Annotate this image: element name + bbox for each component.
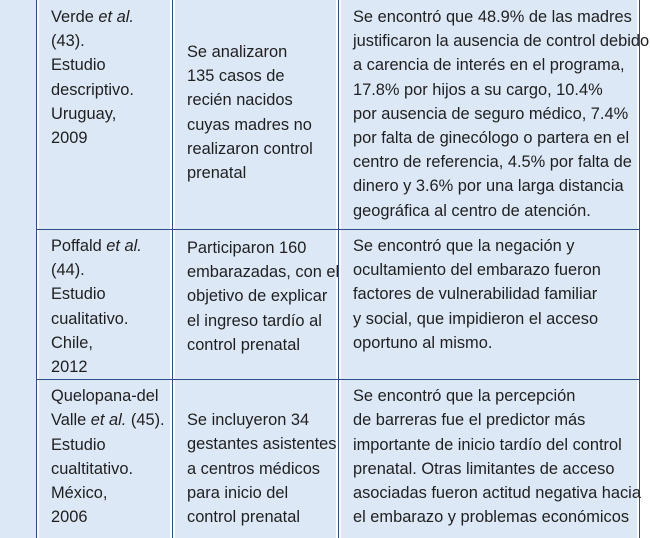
- finding-line: de barreras fue el predictor más: [353, 411, 586, 430]
- sample-cell: Se incluyeron 34 gestantes asistentes a …: [172, 379, 339, 538]
- design-line: descriptivo.: [51, 80, 134, 99]
- author-cell: Poffald et al. (44). Estudio cualitativo…: [37, 229, 173, 381]
- design-line: Estudio: [51, 285, 106, 304]
- finding-line: y social, que impidieron el acceso: [353, 309, 599, 328]
- finding-line: asociadas fueron actitud negativa hacia: [353, 484, 641, 503]
- design-line: Estudio: [51, 435, 106, 454]
- sample-line: control prenatal: [187, 335, 300, 354]
- design-line: cualitativo.: [51, 309, 129, 328]
- finding-line: prenatal. Otras limitantes de acceso: [353, 459, 615, 478]
- sample-cell: Participaron 160 embarazadas, con el obj…: [172, 229, 340, 381]
- sample-line: control prenatal: [187, 508, 300, 527]
- finding-cell: Se encontró que la negación y ocultamien…: [338, 229, 639, 381]
- finding-line: centro de referencia, 4.5% por falta de: [353, 153, 632, 172]
- sample-line: a centros médicos: [187, 459, 321, 478]
- sample-line: 135 casos de: [187, 67, 285, 86]
- year: 2006: [51, 508, 88, 527]
- finding-line: 17.8% por hijos a su cargo, 10.4%: [353, 80, 603, 99]
- author-cell: Verde et al. (43). Estudio descriptivo. …: [37, 0, 173, 230]
- finding-cell: Se encontró que la percepción de barrera…: [338, 379, 641, 538]
- country: México,: [51, 484, 108, 503]
- finding-line: geográfica al centro de atención.: [353, 201, 591, 220]
- sample-line: recién nacidos: [187, 91, 293, 110]
- finding-line: factores de vulnerabilidad familiar: [353, 285, 598, 304]
- finding-line: Se encontró que 48.9% de las madres: [353, 8, 632, 26]
- table-row: Poffald et al. (44). Estudio cualitativo…: [37, 229, 639, 381]
- finding-line: por ausencia de seguro médico, 7.4%: [353, 104, 629, 123]
- sample-line: Se analizaron: [187, 43, 288, 61]
- sample-line: Se incluyeron 34: [187, 411, 310, 430]
- finding-line: importante de inicio tardío del control: [353, 435, 622, 454]
- table-row: Verde et al. (43). Estudio descriptivo. …: [37, 0, 650, 230]
- sample-line: objetivo de explicar: [187, 287, 328, 306]
- reference-number: (44).: [51, 261, 85, 280]
- finding-line: por falta de ginecólogo o partera en el: [353, 129, 630, 148]
- country: Uruguay,: [51, 104, 117, 123]
- finding-line: oportuno al mismo.: [353, 333, 493, 352]
- design-line: cualtitativo.: [51, 459, 133, 478]
- year: 2009: [51, 129, 88, 148]
- table-right-border: [639, 0, 640, 538]
- studies-table: Verde et al. (43). Estudio descriptivo. …: [37, 0, 650, 538]
- finding-line: el embarazo y problemas económicos: [353, 508, 630, 527]
- sample-line: gestantes asistentes: [187, 435, 337, 454]
- finding-line: justificaron la ausencia de control debi…: [353, 32, 650, 51]
- sample-line: realizaron control: [187, 139, 313, 158]
- reference-number: (43).: [51, 32, 85, 51]
- finding-line: a carencia de interés en el programa,: [353, 56, 625, 75]
- country: Chile,: [51, 333, 93, 352]
- table-row: Quelopana-del Valle et al. (45). Estudio…: [37, 379, 641, 538]
- finding-line: Se encontró que la percepción: [353, 387, 576, 406]
- left-margin-band: [0, 0, 36, 538]
- table-left-border: [36, 0, 37, 538]
- sample-line: cuyas madres no: [187, 115, 312, 134]
- year: 2012: [51, 358, 88, 377]
- finding-line: dinero y 3.6% por una larga distancia: [353, 177, 624, 196]
- author-name-line: Valle et al. (45).: [51, 411, 165, 430]
- design-line: Estudio: [51, 56, 106, 75]
- author-cell: Quelopana-del Valle et al. (45). Estudio…: [37, 380, 173, 538]
- author-name-line: Verde et al.: [51, 8, 134, 26]
- author-name-line: Poffald et al.: [51, 237, 142, 255]
- finding-line: Se encontró que la negación y: [353, 237, 575, 255]
- author-name-line: Quelopana-del: [51, 387, 159, 406]
- sample-cell: Se analizaron 135 casos de recién nacido…: [172, 0, 339, 230]
- finding-cell: Se encontró que 48.9% de las madres just…: [338, 0, 650, 230]
- finding-line: ocultamiento del embarazo fueron: [353, 261, 601, 280]
- sample-line: Participaron 160: [187, 239, 307, 257]
- sample-line: embarazadas, con el: [187, 263, 340, 282]
- sample-line: el ingreso tardío al: [187, 311, 322, 330]
- sample-line: para inicio del: [187, 483, 289, 502]
- sample-line: prenatal: [187, 164, 247, 183]
